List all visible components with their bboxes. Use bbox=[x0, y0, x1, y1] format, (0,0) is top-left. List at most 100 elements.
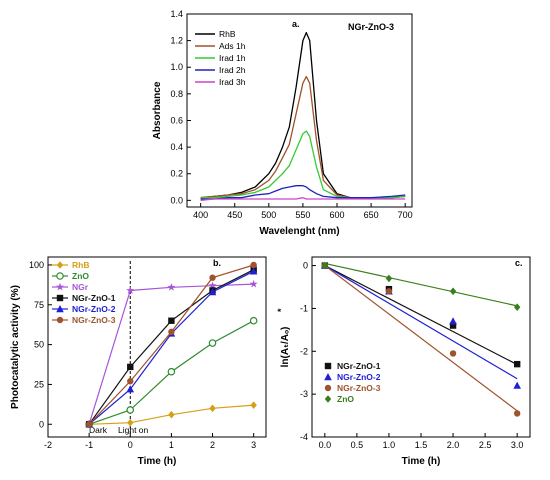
y-tick-label: 0.2 bbox=[170, 169, 183, 179]
x-tick-label: 3.0 bbox=[511, 440, 524, 450]
panel-label: b. bbox=[213, 258, 221, 268]
data-point-NGr-ZnO-3 bbox=[168, 328, 175, 336]
dark-annotation: Dark bbox=[89, 425, 108, 435]
sample-annotation: NGr-ZnO-3 bbox=[348, 22, 394, 32]
legend-entry: RhB bbox=[72, 260, 89, 270]
y-tick-label: 100 bbox=[29, 260, 44, 270]
series-line-Irad-1h bbox=[200, 130, 406, 199]
legend-entry: NGr-ZnO-3 bbox=[72, 315, 116, 325]
panel-b-frame bbox=[47, 256, 267, 438]
data-point-ZnO bbox=[249, 316, 258, 325]
data-point-ZnO bbox=[126, 406, 135, 414]
data-point-NGr-ZnO-2 bbox=[513, 381, 521, 389]
data-point-NGr-ZnO-2 bbox=[449, 317, 457, 325]
legend-entry: Ads 1h bbox=[219, 41, 246, 51]
legend-entry: ZnO bbox=[337, 394, 354, 404]
y-tick-label: -2 bbox=[300, 346, 308, 356]
data-point-RhB bbox=[209, 404, 216, 413]
y-tick-label: -4 bbox=[300, 432, 308, 442]
x-axis-label: Time (h) bbox=[138, 456, 177, 467]
panel-a-frame bbox=[186, 13, 413, 208]
light-on-annotation: Light on bbox=[118, 425, 149, 435]
panel-c: 0.0 0.5 1.0 1.5 2.0 2.5 3.0 0 -1 -2 -3 -4 Time (h) ln… bbox=[276, 256, 531, 467]
x-tick-label: -2 bbox=[44, 440, 52, 450]
data-point-NGr bbox=[249, 279, 258, 288]
legend-marker bbox=[324, 362, 332, 370]
y-tick-label: 1.4 bbox=[170, 9, 183, 19]
panel-label: a. bbox=[292, 19, 300, 29]
data-point-ZnO bbox=[208, 339, 217, 347]
x-tick-label: 1.0 bbox=[383, 440, 396, 450]
data-point-NGr-ZnO-1 bbox=[449, 322, 457, 329]
data-point-RhB bbox=[127, 418, 134, 427]
x-tick-label: 0.5 bbox=[351, 440, 364, 450]
data-point-NGr-ZnO-1 bbox=[513, 360, 521, 368]
panel-a: 400 450 500 550 600 650 700 0.0 0.2 0.4 0.6 0.8 1.0 1… bbox=[152, 9, 413, 237]
data-point-NGr-ZnO-3 bbox=[385, 288, 393, 295]
x-axis-label: Time (h) bbox=[402, 456, 441, 467]
data-point-ZnO bbox=[513, 303, 521, 311]
legend-entry: NGr-ZnO-1 bbox=[72, 293, 116, 303]
data-point-ZnO bbox=[449, 287, 457, 296]
series-line-Irad-3h bbox=[200, 197, 406, 201]
x-tick-label: 2 bbox=[210, 440, 215, 450]
legend-entry: Irad 1h bbox=[219, 53, 246, 63]
y-axis-label: Absorbance bbox=[152, 81, 163, 139]
data-point-NGr-ZnO-3 bbox=[209, 274, 216, 281]
legend-entry: RhB bbox=[219, 29, 236, 39]
y-tick-label: 0.4 bbox=[170, 142, 183, 152]
data-point-NGr-ZnO-3 bbox=[449, 350, 457, 357]
fit-line-NGr-ZnO-3 bbox=[324, 265, 518, 412]
x-tick-label: 500 bbox=[261, 210, 276, 220]
y-tick-label: 75 bbox=[34, 300, 44, 310]
x-axis-label: Wavelenght (nm) bbox=[259, 226, 339, 237]
x-tick-label: 0.0 bbox=[319, 440, 332, 450]
x-tick-label: 600 bbox=[329, 210, 344, 220]
fit-line-NGr-ZnO-2 bbox=[324, 265, 518, 380]
data-point-ZnO bbox=[321, 261, 329, 270]
y-tick-label: 0 bbox=[39, 419, 44, 429]
legend-marker bbox=[56, 294, 64, 302]
data-point-NGr bbox=[208, 281, 217, 290]
y-tick-label: -1 bbox=[300, 303, 308, 313]
y-tick-label: 25 bbox=[34, 379, 44, 389]
y-tick-label: -3 bbox=[300, 389, 308, 399]
x-tick-label: 2.5 bbox=[479, 440, 492, 450]
data-point-ZnO bbox=[167, 367, 176, 376]
legend-marker bbox=[56, 261, 64, 269]
y-tick-label: 0.6 bbox=[170, 115, 183, 125]
data-point-NGr-ZnO-3 bbox=[127, 378, 134, 385]
y-tick-label: 1.0 bbox=[170, 62, 183, 72]
data-point-NGr-ZnO-2 bbox=[208, 288, 217, 296]
data-point-NGr-ZnO-1 bbox=[168, 317, 175, 324]
legend-entry: NGr-ZnO-1 bbox=[337, 361, 381, 371]
y-tick-label: 0.0 bbox=[170, 195, 183, 205]
legend-marker bbox=[56, 272, 64, 280]
series-line-Ads-1h bbox=[200, 75, 406, 199]
data-point-NGr-ZnO-3 bbox=[250, 261, 257, 269]
x-tick-label: 700 bbox=[398, 210, 413, 220]
data-point-RhB bbox=[168, 410, 175, 419]
y-axis-label: Photocatalytic activity (%) bbox=[10, 285, 21, 409]
data-point-RhB bbox=[250, 401, 257, 409]
x-tick-label: 650 bbox=[364, 210, 379, 220]
legend-entry: NGr-ZnO-3 bbox=[337, 383, 381, 393]
legend-entry: NGr-ZnO-2 bbox=[337, 372, 381, 382]
data-point-NGr bbox=[126, 286, 135, 294]
y-tick-label: 50 bbox=[34, 340, 44, 350]
fit-line-NGr-ZnO-1 bbox=[324, 265, 518, 366]
legend-marker bbox=[56, 305, 64, 313]
legend-entry: Irad 3h bbox=[219, 77, 246, 87]
data-point-NGr-ZnO-2 bbox=[249, 267, 258, 275]
x-tick-label: 550 bbox=[295, 210, 310, 220]
panel-b: -2 -1 0 1 2 3 0 25 50 75 100 Time (h) Photocatalytic… bbox=[10, 256, 267, 467]
data-point-NGr bbox=[167, 283, 176, 291]
data-point-NGr-ZnO-3 bbox=[85, 421, 93, 428]
panel-label: c. bbox=[515, 258, 523, 268]
panel-c-frame bbox=[311, 256, 531, 438]
legend-marker bbox=[324, 373, 332, 381]
x-tick-label: 2.0 bbox=[447, 440, 460, 450]
y-tick-label: 0 bbox=[303, 261, 308, 271]
x-tick-label: 400 bbox=[193, 210, 208, 220]
